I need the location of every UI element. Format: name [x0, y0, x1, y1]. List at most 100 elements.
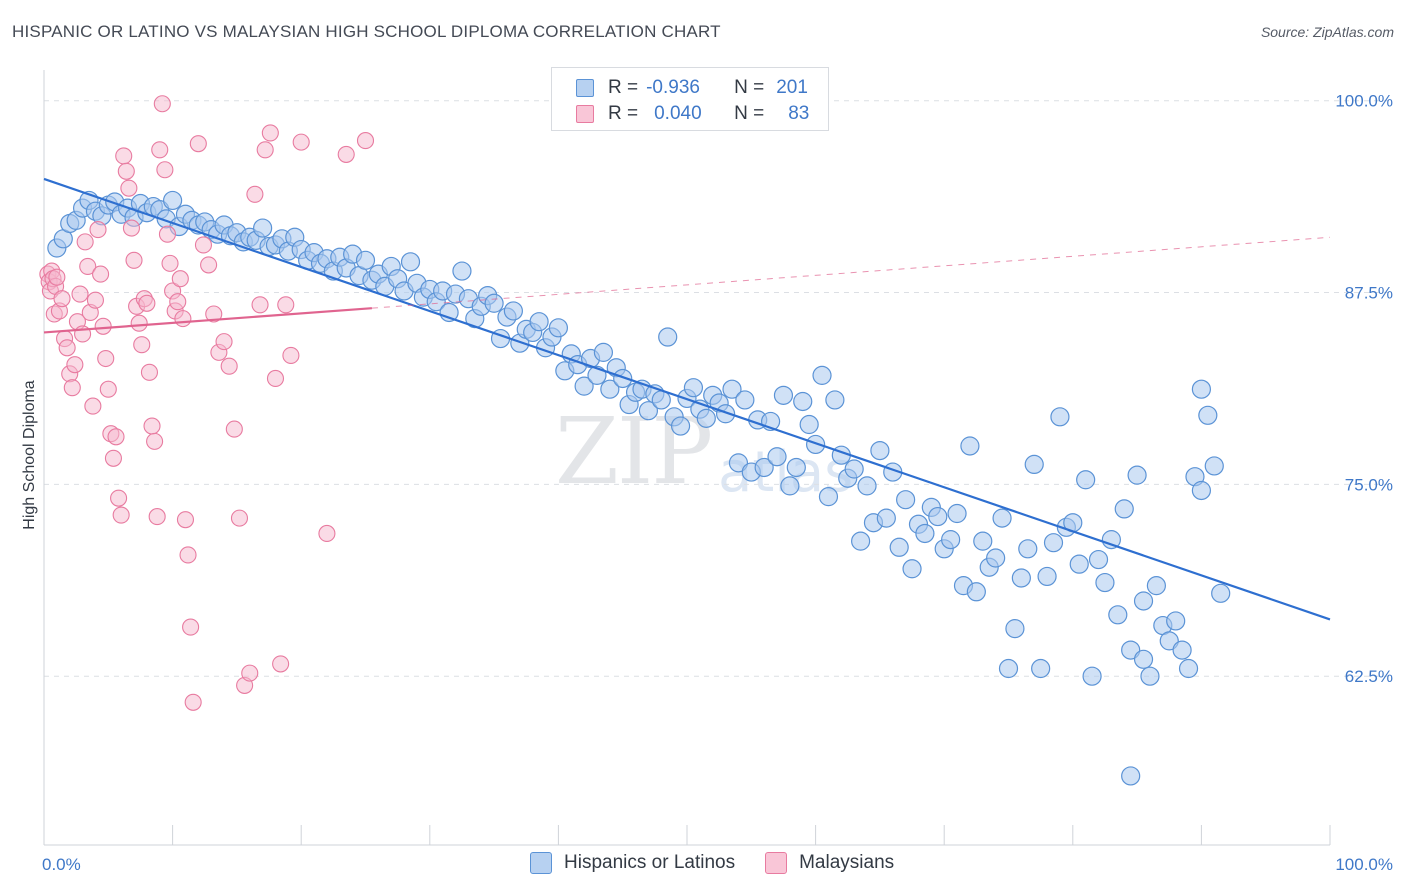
data-point-hispanic	[600, 379, 620, 399]
legend-row-malaysian: R = 0.040 N = 83	[576, 102, 809, 126]
data-point-hispanic	[1018, 539, 1038, 559]
data-point-hispanic	[400, 252, 421, 272]
data-point-hispanic	[767, 447, 787, 467]
data-point-hispanic	[1127, 465, 1147, 485]
data-point-malaysian	[97, 349, 115, 368]
trend-line-hispanic	[43, 177, 1331, 621]
y-axis-label: High School Diploma	[21, 380, 38, 530]
data-point-hispanic	[825, 390, 845, 410]
data-point-hispanic	[1178, 658, 1199, 679]
data-point-hispanic	[793, 391, 813, 412]
data-point-malaysian	[84, 397, 102, 415]
data-point-hispanic	[613, 368, 633, 389]
data-point-hispanic	[780, 476, 800, 496]
data-point-malaysian	[215, 333, 233, 351]
legend-swatch-blue	[576, 79, 594, 97]
data-point-hispanic	[670, 416, 691, 436]
data-point-hispanic	[870, 440, 890, 461]
data-point-hispanic	[715, 404, 736, 424]
tick-labels: 62.5% 75.0% 87.5% 100.0% 0.0% 100.0%	[42, 92, 1393, 874]
data-point-hispanic	[735, 390, 755, 410]
data-point-malaysian	[76, 233, 94, 251]
data-point-malaysian	[115, 147, 133, 165]
y-tick-label: 87.5%	[1345, 284, 1393, 303]
data-point-malaysian	[125, 251, 143, 269]
data-point-malaysian	[277, 296, 295, 314]
data-point-malaysian	[251, 296, 269, 314]
data-point-hispanic	[1043, 533, 1064, 553]
data-point-hispanic	[1204, 456, 1224, 476]
data-point-malaysian	[176, 511, 195, 529]
data-point-hispanic	[998, 658, 1019, 679]
data-point-hispanic	[960, 436, 980, 456]
data-point-hispanic	[896, 490, 916, 510]
data-point-malaysian	[151, 141, 169, 159]
x-tick-label: 0.0%	[42, 855, 81, 874]
y-tick-label: 62.5%	[1345, 667, 1393, 686]
legend-r-value: -0.936	[646, 77, 700, 98]
data-point-malaysian	[179, 546, 197, 564]
data-point-hispanic	[1088, 549, 1109, 570]
data-point-hispanic	[992, 508, 1012, 528]
data-point-malaysian	[194, 236, 213, 254]
data-point-malaysian	[266, 369, 285, 388]
malaysian-points	[39, 95, 375, 711]
data-point-hispanic	[574, 376, 594, 396]
data-point-malaysian	[63, 379, 81, 397]
data-point-malaysian	[205, 305, 223, 323]
data-point-hispanic	[1166, 611, 1186, 631]
data-point-hispanic	[1076, 470, 1096, 490]
data-point-hispanic	[658, 327, 678, 347]
data-point-hispanic	[1037, 566, 1057, 587]
data-point-malaysian	[110, 489, 128, 507]
data-point-hispanic	[973, 531, 993, 551]
data-point-hispanic	[503, 301, 523, 321]
data-point-hispanic	[1069, 554, 1089, 574]
legend-item-malaysian[interactable]: Malaysians	[765, 852, 894, 874]
data-point-malaysian	[117, 162, 135, 180]
data-point-malaysian	[133, 336, 151, 354]
data-point-hispanic	[786, 457, 806, 478]
data-point-malaysian	[146, 432, 164, 450]
data-point-malaysian	[120, 179, 138, 197]
data-point-hispanic	[947, 503, 967, 524]
data-point-malaysian	[241, 664, 259, 682]
trend-line-malaysian	[43, 307, 373, 334]
legend-label-malaysian: Malaysians	[799, 852, 895, 873]
data-point-hispanic	[1198, 405, 1218, 425]
legend-n-value: 83	[788, 103, 810, 124]
data-point-hispanic	[1133, 649, 1154, 669]
data-point-malaysian	[48, 268, 66, 286]
data-point-hispanic	[1031, 658, 1051, 679]
data-point-malaysian	[261, 124, 279, 142]
data-point-malaysian	[148, 508, 166, 526]
data-point-malaysian	[318, 524, 336, 543]
data-point-malaysian	[158, 225, 177, 243]
data-point-hispanic	[683, 378, 704, 398]
data-point-hispanic	[1133, 591, 1154, 611]
y-tick-label: 75.0%	[1345, 475, 1393, 494]
data-point-malaysian	[182, 618, 200, 636]
data-point-malaysian	[79, 257, 97, 275]
data-point-hispanic	[1005, 619, 1025, 639]
data-point-hispanic	[484, 293, 504, 313]
data-point-malaysian	[71, 285, 89, 303]
data-point-hispanic	[1095, 572, 1115, 593]
data-point-malaysian	[337, 145, 355, 163]
data-point-hispanic	[799, 414, 819, 435]
data-point-malaysian	[272, 655, 290, 673]
data-point-hispanic	[928, 506, 948, 527]
trend-line-malaysian-dashed	[371, 236, 1331, 309]
data-point-malaysian	[99, 380, 117, 398]
data-point-hispanic	[1108, 605, 1128, 625]
data-point-hispanic	[1146, 576, 1166, 596]
data-point-malaysian	[122, 219, 140, 237]
data-point-hispanic	[876, 508, 896, 528]
data-point-malaysian	[104, 449, 122, 467]
data-point-hispanic	[163, 190, 183, 211]
data-point-hispanic	[857, 476, 877, 496]
legend-swatch-pink	[765, 852, 788, 874]
data-point-hispanic	[1140, 666, 1160, 686]
axes	[43, 70, 1331, 846]
legend-item-hispanic[interactable]: Hispanics or Latinos	[530, 852, 735, 874]
